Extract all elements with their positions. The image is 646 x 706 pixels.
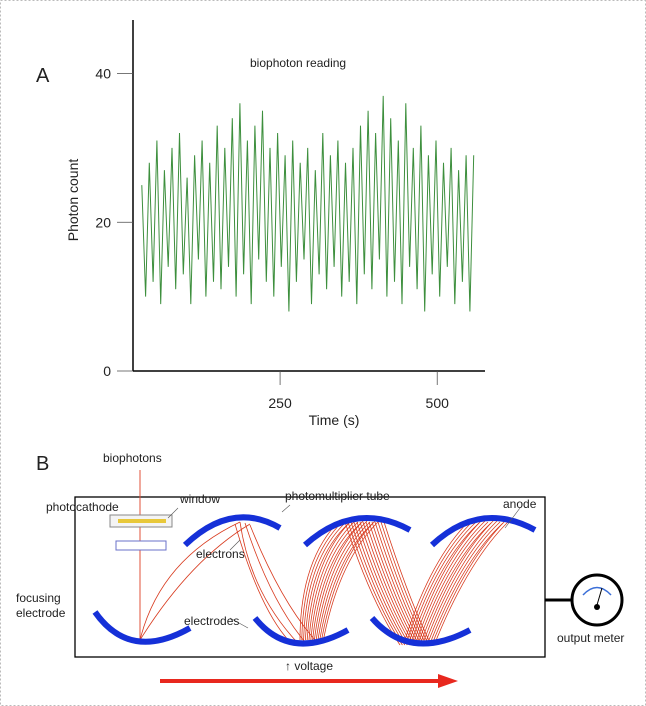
electron-path — [306, 519, 353, 641]
meter-scale — [582, 586, 612, 596]
electron-path — [368, 521, 420, 646]
label: anode — [503, 497, 537, 511]
x-tick-label: 500 — [426, 395, 450, 411]
diagram: biophotons photocathode window photomult… — [16, 451, 624, 688]
electron-path — [374, 521, 425, 646]
label: electrode — [16, 606, 66, 620]
electron-path — [356, 521, 410, 646]
electrode — [92, 610, 192, 645]
electron-path — [303, 521, 347, 641]
leader — [504, 507, 521, 529]
anode-shape — [429, 515, 537, 548]
label: ↑ voltage — [285, 659, 333, 673]
y-axis-label: Photon count — [65, 159, 81, 242]
electron-path — [321, 519, 377, 641]
electron-path — [380, 521, 430, 646]
leader — [281, 504, 291, 513]
electron-path — [428, 521, 501, 641]
data-line — [141, 95, 475, 312]
electron-path — [315, 520, 368, 641]
electron-path — [308, 520, 356, 641]
focusing-electrode — [115, 540, 167, 551]
electron-path — [433, 519, 507, 641]
electron-path — [314, 519, 365, 641]
electron-path — [383, 521, 432, 646]
label: focusing — [16, 591, 61, 605]
electron-paths — [139, 521, 316, 643]
electron-path — [419, 521, 489, 641]
electrode — [369, 616, 472, 647]
leader — [167, 507, 179, 519]
leader — [229, 539, 241, 551]
electron-path — [305, 522, 350, 641]
annotation: biophoton reading — [250, 56, 346, 70]
electrode — [302, 515, 412, 548]
x-axis-label: Time (s) — [309, 412, 360, 428]
y-tick-label: 40 — [95, 66, 111, 82]
label: window — [179, 492, 220, 506]
label: photomultiplier tube — [285, 489, 390, 503]
electron-path — [350, 521, 406, 646]
y-tick-label: 0 — [103, 363, 111, 379]
meter — [570, 573, 624, 627]
electron-path — [362, 521, 415, 646]
voltage-arrowhead — [438, 674, 458, 688]
electron-path — [426, 520, 498, 641]
electron-path — [310, 521, 359, 641]
electron-path — [319, 522, 374, 641]
label: electrons — [196, 547, 245, 561]
meter-pivot — [594, 604, 600, 610]
electron-path — [353, 521, 408, 646]
label: output meter — [557, 631, 624, 645]
y-tick-label: 20 — [95, 214, 111, 230]
x-tick-label: 250 — [268, 395, 292, 411]
electron-path — [301, 520, 344, 641]
electron-path — [423, 519, 495, 641]
leader — [229, 617, 249, 629]
electron-path — [377, 521, 427, 646]
panel-label: B — [36, 453, 49, 475]
electron-path — [365, 521, 418, 646]
electron-path — [421, 522, 492, 641]
electron-path — [435, 520, 510, 641]
meter-needle — [596, 587, 603, 606]
electron-path — [317, 521, 371, 641]
label: photocathode — [46, 500, 119, 514]
chart: 0 20 40 250 500 Time (s) Photon count biophoton… — [65, 20, 485, 428]
photocathode — [118, 519, 166, 523]
electron-path — [431, 522, 504, 641]
electron-path — [416, 520, 486, 641]
electron-path — [312, 522, 362, 641]
electron-path — [359, 521, 413, 646]
electron-path — [371, 521, 422, 646]
electron-path — [323, 520, 380, 641]
label: electrodes — [184, 614, 239, 628]
electrode — [182, 514, 282, 548]
electrode — [252, 616, 350, 647]
label: biophotons — [103, 451, 162, 465]
panel-label: A — [36, 65, 50, 87]
